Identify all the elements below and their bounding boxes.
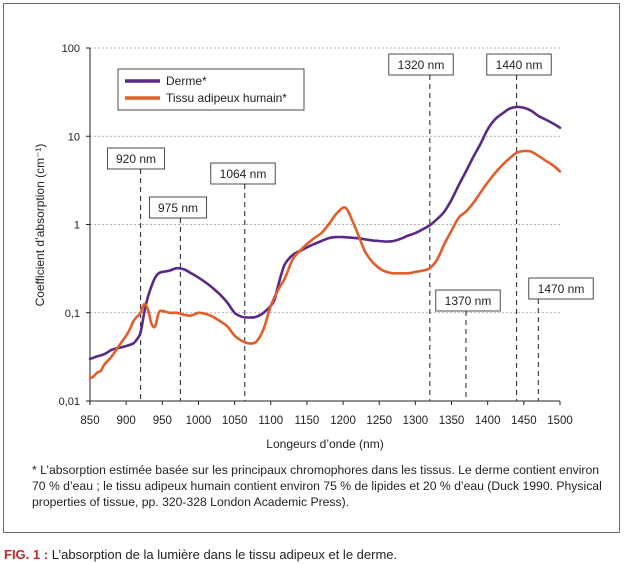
legend: Derme* Tissu adipeux humain* (117, 68, 305, 111)
x-tick-label: 1200 (330, 415, 356, 427)
tick-labels: 0,01 0,1 1 10 100 850 900 950 1000 1050 1100 1150 12… (59, 43, 573, 427)
x-tick-label: 850 (80, 415, 99, 427)
x-tick-label: 900 (117, 415, 136, 427)
legend-box (117, 68, 305, 111)
legend-label-derme: Derme* (166, 74, 207, 88)
y-tick-label: 0,01 (59, 396, 80, 408)
absorption-chart: 920 nm 975 nm 1064 nm 1320 nm 1370 nm 1440 nm… (33, 43, 594, 451)
series-line-tissu-adipeux (88, 149, 562, 380)
figure-frame (3, 3, 620, 533)
x-tick-label: 1150 (295, 415, 320, 427)
footnote: * L’absorption estimée basée sur les pri… (32, 463, 602, 509)
y-tick-label: 0,1 (65, 308, 80, 320)
marker-box-1470 (528, 277, 594, 300)
marker-box-920 (107, 147, 166, 170)
y-tick-label: 1 (74, 220, 80, 232)
x-tick-label: 1500 (547, 415, 573, 427)
figure-number: FIG. 1 : (4, 547, 49, 562)
wavelength-markers (140, 75, 539, 401)
x-tick-label: 1250 (366, 415, 392, 427)
x-axis-title: Longeurs d’onde (nm) (266, 437, 383, 451)
x-tick-label: 1050 (222, 415, 248, 427)
marker-label-1470: 1470 nm (538, 282, 585, 296)
x-tick-label: 1450 (511, 415, 537, 427)
legend-label-tissu: Tissu adipeux humain* (166, 91, 287, 105)
x-tick-label: 950 (153, 415, 172, 427)
marker-label-1320: 1320 nm (398, 58, 445, 72)
y-tick-label: 10 (68, 131, 80, 143)
marker-box-975 (148, 196, 207, 219)
x-tick-label: 1300 (403, 415, 429, 427)
marker-label-920: 920 nm (116, 152, 156, 166)
marker-label-1440: 1440 nm (496, 58, 543, 72)
marker-box-1320 (388, 53, 454, 76)
marker-label-975: 975 nm (158, 201, 198, 215)
series-lines (88, 105, 562, 380)
figure-caption: FIG. 1 : L’absorption de la lumière dans… (4, 547, 397, 562)
y-axis-title: Coefficient d’absorption (cm⁻¹) (33, 144, 47, 307)
marker-box-1064 (210, 162, 276, 185)
annotation-boxes: 920 nm 975 nm 1064 nm 1320 nm 1370 nm 1440 nm… (107, 53, 594, 312)
caption-text: L’absorption de la lumière dans le tissu… (51, 547, 398, 562)
x-tick-label: 1100 (258, 415, 283, 427)
marker-box-1370 (435, 289, 501, 312)
marker-label-1370: 1370 nm (445, 294, 492, 308)
marker-label-1064: 1064 nm (220, 167, 267, 181)
y-tick-label: 100 (62, 43, 80, 55)
marker-box-1440 (486, 53, 552, 76)
x-tick-label: 1000 (186, 415, 212, 427)
x-tick-label: 1350 (439, 415, 465, 427)
x-tick-label: 1400 (475, 415, 501, 427)
series-line-derme (88, 105, 562, 361)
